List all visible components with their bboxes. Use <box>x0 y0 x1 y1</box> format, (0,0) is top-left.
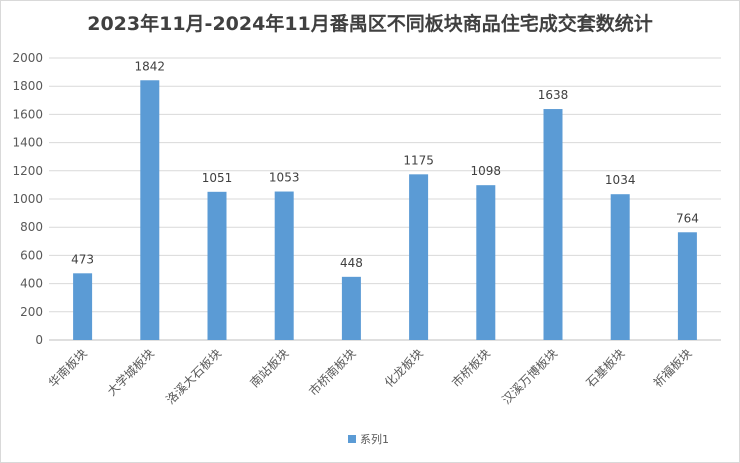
y-tick-label: 200 <box>20 305 43 319</box>
x-category-label: 化龙板块 <box>382 346 426 390</box>
chart-title: 2023年11月-2024年11月番禺区不同板块商品住宅成交套数统计 <box>87 12 653 35</box>
data-label: 1051 <box>202 171 233 185</box>
bar-6 <box>476 185 496 340</box>
y-tick-label: 1800 <box>12 79 43 93</box>
gridlines <box>49 57 721 341</box>
legend: 系列1 <box>348 432 389 446</box>
bar-4 <box>341 276 361 340</box>
x-category-label: 南站板块 <box>247 346 292 391</box>
bar-9 <box>677 232 697 340</box>
y-tick-label: 400 <box>20 277 43 291</box>
x-category-label: 祈福板块 <box>650 346 695 391</box>
x-axis-categories: 华南板块 大学城板块 洛溪大石板块 南站板块 市桥南板块 化龙板块 市桥板块 汉溪万博板块 石基… <box>45 346 694 408</box>
x-category-label: 石基板块 <box>583 346 627 390</box>
y-tick-label: 1600 <box>12 107 43 121</box>
legend-label: 系列1 <box>360 432 389 446</box>
bar-0 <box>73 273 93 340</box>
bars <box>73 80 697 341</box>
data-labels: 473 1842 1051 1053 448 1175 1098 1638 1034 764 <box>71 59 699 270</box>
x-category-label: 市桥南板块 <box>305 346 358 399</box>
y-tick-label: 1400 <box>12 136 43 150</box>
bar-2 <box>207 191 227 340</box>
x-category-label: 大学城板块 <box>104 346 157 399</box>
data-label: 764 <box>676 211 699 225</box>
bar-5 <box>409 174 429 340</box>
x-category-label: 华南板块 <box>45 346 90 391</box>
data-label: 448 <box>340 256 363 270</box>
y-tick-label: 800 <box>20 220 43 234</box>
y-tick-label: 0 <box>35 333 43 347</box>
y-tick-label: 1200 <box>12 164 43 178</box>
bar-1 <box>140 80 160 340</box>
data-label: 1638 <box>538 88 569 102</box>
x-category-label: 市桥板块 <box>448 346 493 391</box>
y-tick-label: 2000 <box>12 51 43 65</box>
x-category-label: 汉溪万博板块 <box>499 346 561 408</box>
x-category-label: 洛溪大石板块 <box>163 346 225 408</box>
data-label: 1034 <box>605 173 636 187</box>
data-label: 1098 <box>471 164 502 178</box>
y-tick-label: 600 <box>20 248 43 262</box>
data-label: 1175 <box>403 153 434 167</box>
data-label: 1842 <box>135 59 166 73</box>
bar-3 <box>274 191 294 340</box>
data-label: 473 <box>71 252 94 266</box>
y-axis-ticks: 0 200 400 600 800 1000 1200 1400 1600 1800 2000 <box>12 51 43 347</box>
data-label: 1053 <box>269 171 300 185</box>
legend-swatch <box>348 435 356 443</box>
y-tick-label: 1000 <box>12 192 43 206</box>
bar-8 <box>610 194 630 340</box>
bar-7 <box>543 109 563 341</box>
